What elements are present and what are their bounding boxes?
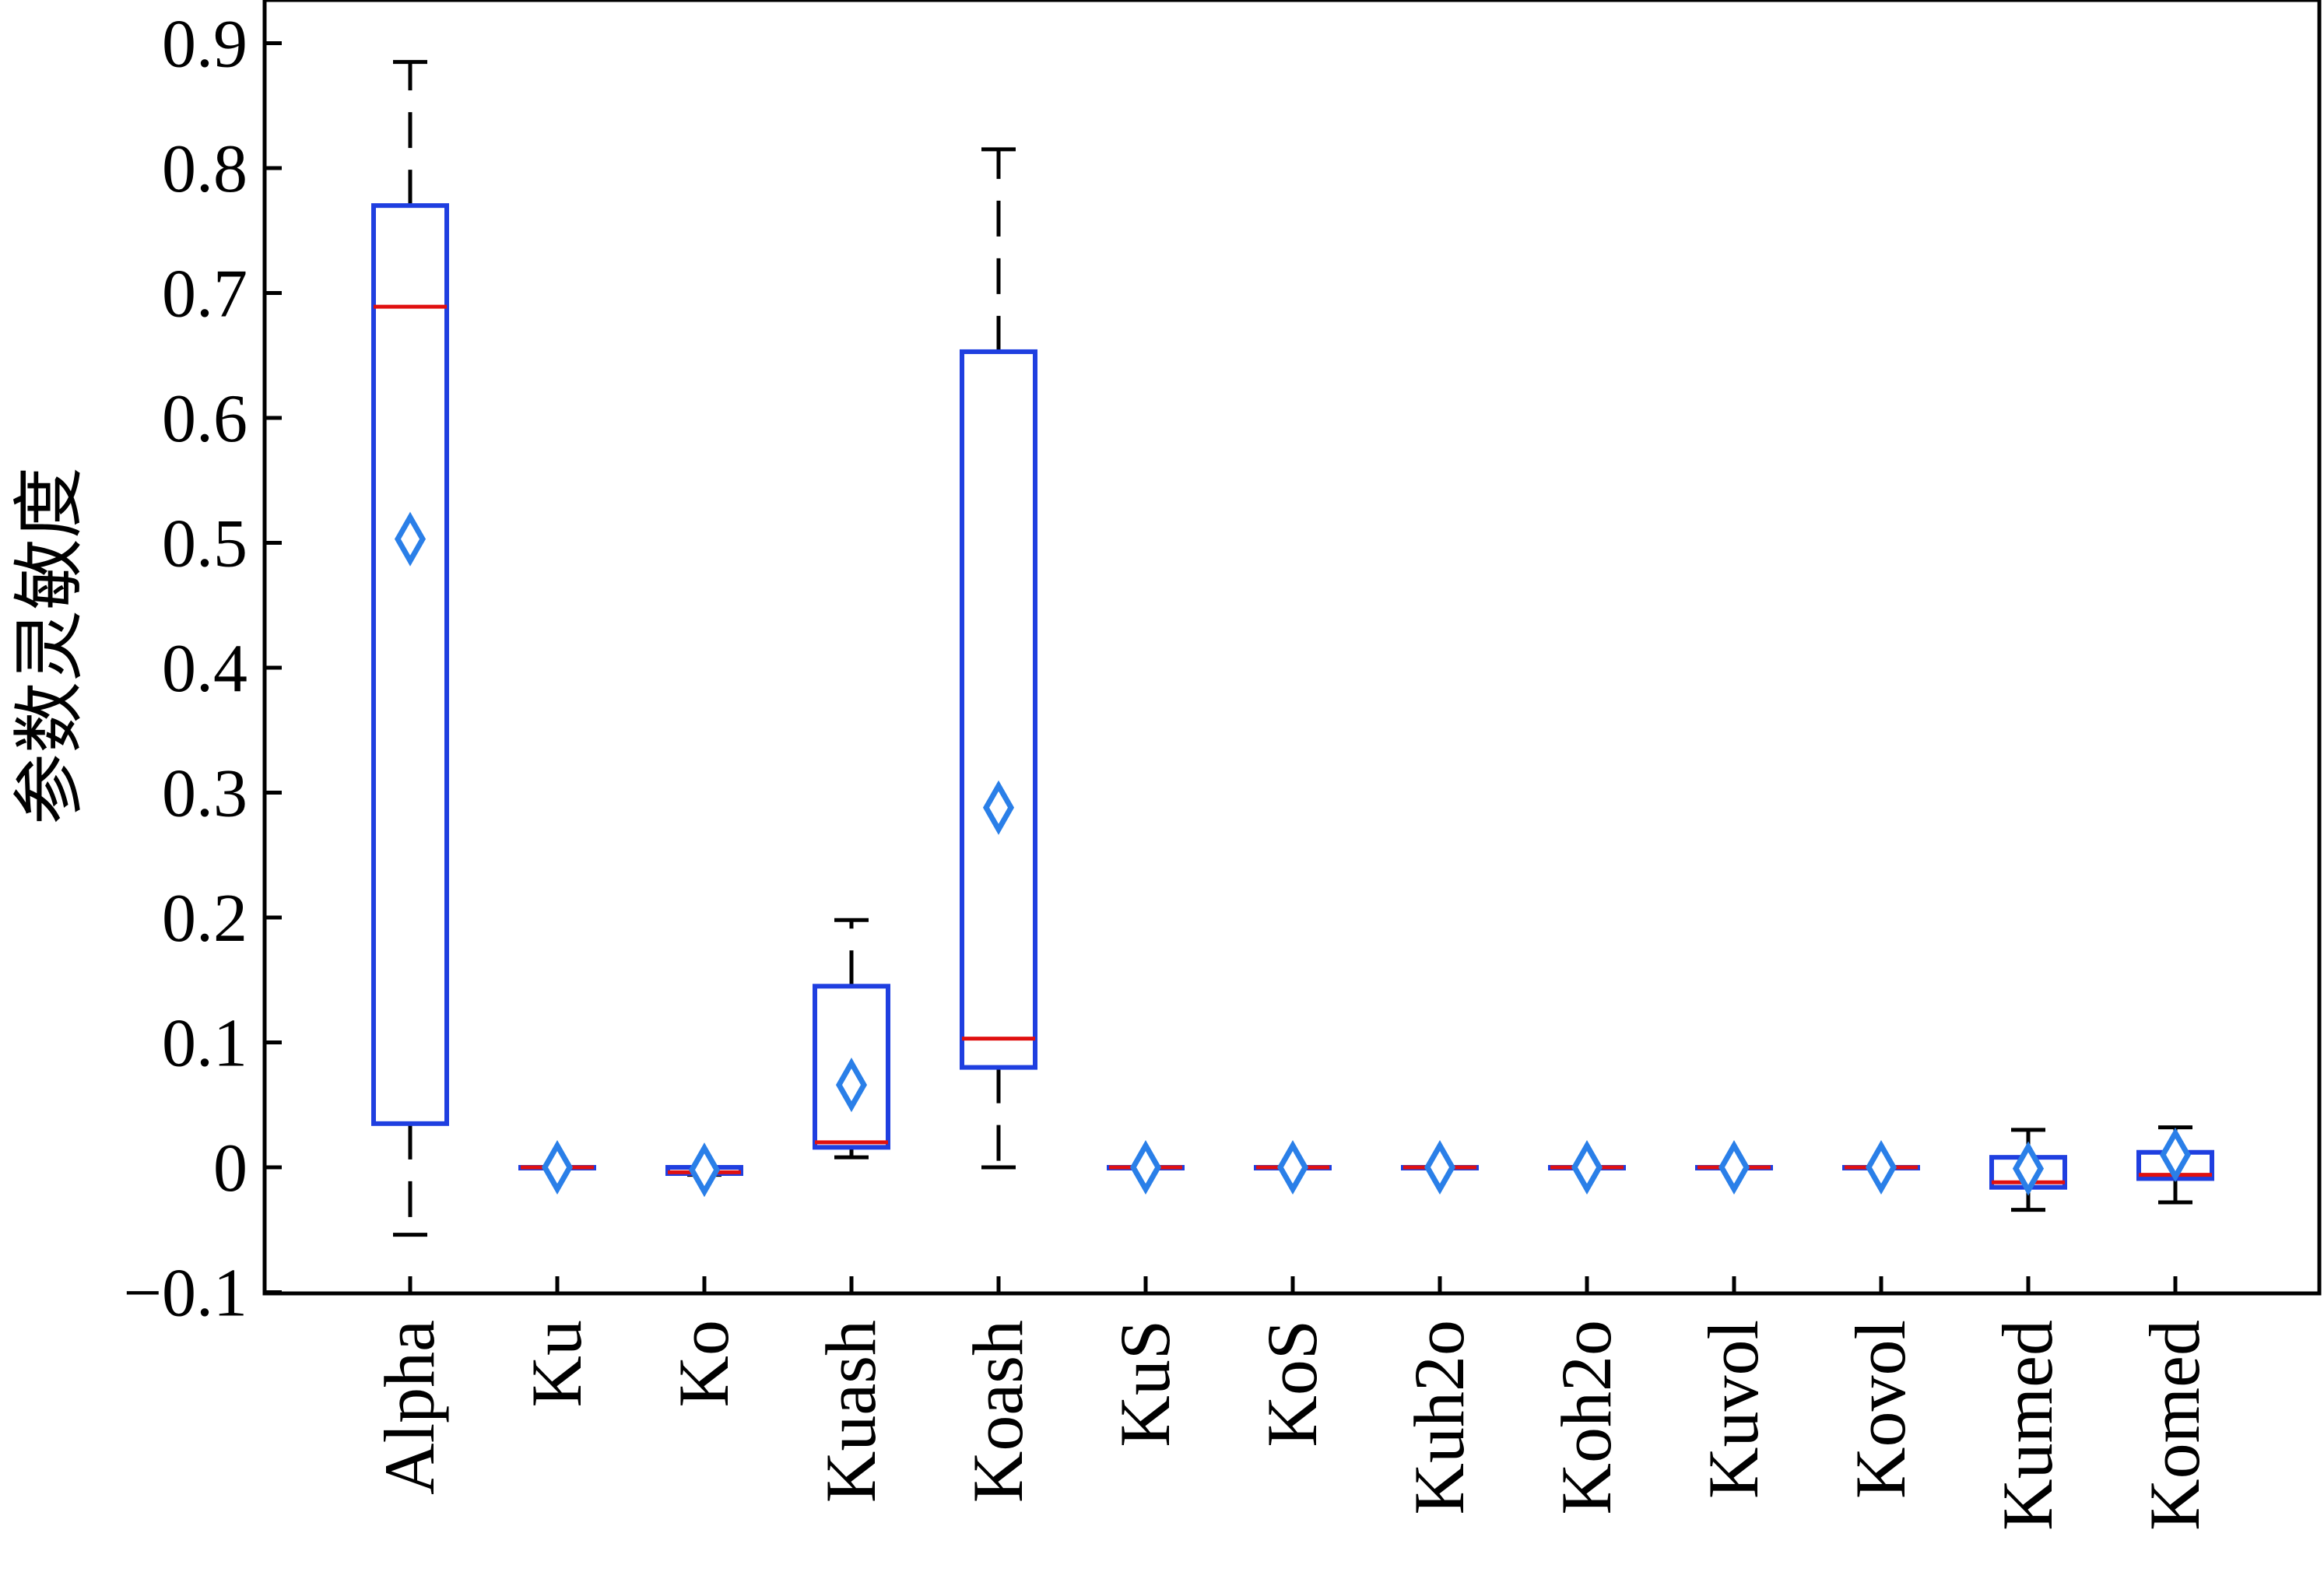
y-tick-label: 0.4: [162, 631, 247, 707]
x-tick-label: Kumed: [1988, 1320, 2067, 1531]
x-tick-label: KoS: [1252, 1320, 1332, 1447]
mean-marker: [688, 1142, 721, 1198]
mean-marker: [1718, 1139, 1750, 1195]
y-tick-label: 0.9: [162, 7, 247, 82]
mean-marker: [835, 1058, 868, 1113]
mean-marker: [2012, 1141, 2045, 1196]
iqr-box: [813, 984, 890, 1150]
mean-marker: [2159, 1127, 2192, 1183]
mean-marker: [1424, 1139, 1456, 1195]
y-tick-label: 0.3: [162, 756, 247, 832]
x-tick-label: Komed: [2135, 1320, 2214, 1531]
y-tick-label: 0: [213, 1131, 247, 1206]
mean-marker: [541, 1139, 574, 1195]
mean-marker: [1276, 1139, 1309, 1195]
box-series: [371, 60, 2214, 1237]
box-group-komed: [2136, 1125, 2214, 1205]
y-tick-label: 0.5: [162, 507, 247, 582]
x-tick-label: Koash: [958, 1320, 1037, 1503]
mean-marker: [394, 511, 427, 567]
x-tick-label: Kuash: [811, 1320, 890, 1503]
box-group-kos: [1254, 1139, 1332, 1195]
x-axis: Alpha Ku Ko Kuash Koash KuS KoS Kuh2o Koh2o Kuvol…: [370, 1276, 2214, 1531]
box-group-kovol: [1842, 1139, 1920, 1195]
iqr-box: [371, 203, 449, 1126]
y-axis-title: 参数灵敏度: [8, 467, 91, 825]
x-tick-label: Ko: [664, 1320, 743, 1407]
box-group-koash: [960, 147, 1037, 1170]
iqr-box: [960, 349, 1037, 1070]
plot-area-frame: [262, 0, 2322, 1296]
box-group-koh2o: [1548, 1139, 1626, 1195]
y-tick-label: −0.1: [123, 1256, 247, 1332]
y-axis: −0.1 0 0.1 0.2 0.3 0.4 0.5 0.6 0.7 0.8 0.9: [123, 7, 282, 1332]
x-tick-label: KuS: [1105, 1320, 1185, 1447]
x-tick-label: Koh2o: [1546, 1320, 1626, 1514]
y-tick-label: 0.1: [162, 1006, 247, 1082]
box-group-kumed: [1989, 1128, 2067, 1212]
x-tick-label: Ku: [517, 1320, 596, 1407]
box-group-alpha: [371, 60, 449, 1237]
box-group-kuvol: [1695, 1139, 1773, 1195]
box-group-kuash: [813, 918, 890, 1160]
box-group-ku: [518, 1139, 596, 1195]
box-group-kus: [1107, 1139, 1185, 1195]
y-tick-label: 0.2: [162, 881, 247, 956]
box-group-ko: [665, 1142, 743, 1198]
mean-marker: [1865, 1139, 1897, 1195]
y-tick-label: 0.7: [162, 257, 247, 332]
mean-marker: [982, 780, 1015, 835]
box-group-kuh2o: [1401, 1139, 1479, 1195]
x-tick-label: Kuvol: [1694, 1320, 1773, 1499]
x-tick-label: Alpha: [370, 1320, 449, 1495]
y-tick-label: 0.8: [162, 132, 247, 207]
y-tick-label: 0.6: [162, 381, 247, 457]
mean-marker: [1571, 1139, 1603, 1195]
x-tick-label: Kuh2o: [1399, 1320, 1479, 1514]
x-tick-label: Kovol: [1841, 1320, 1920, 1499]
mean-marker: [1129, 1139, 1162, 1195]
